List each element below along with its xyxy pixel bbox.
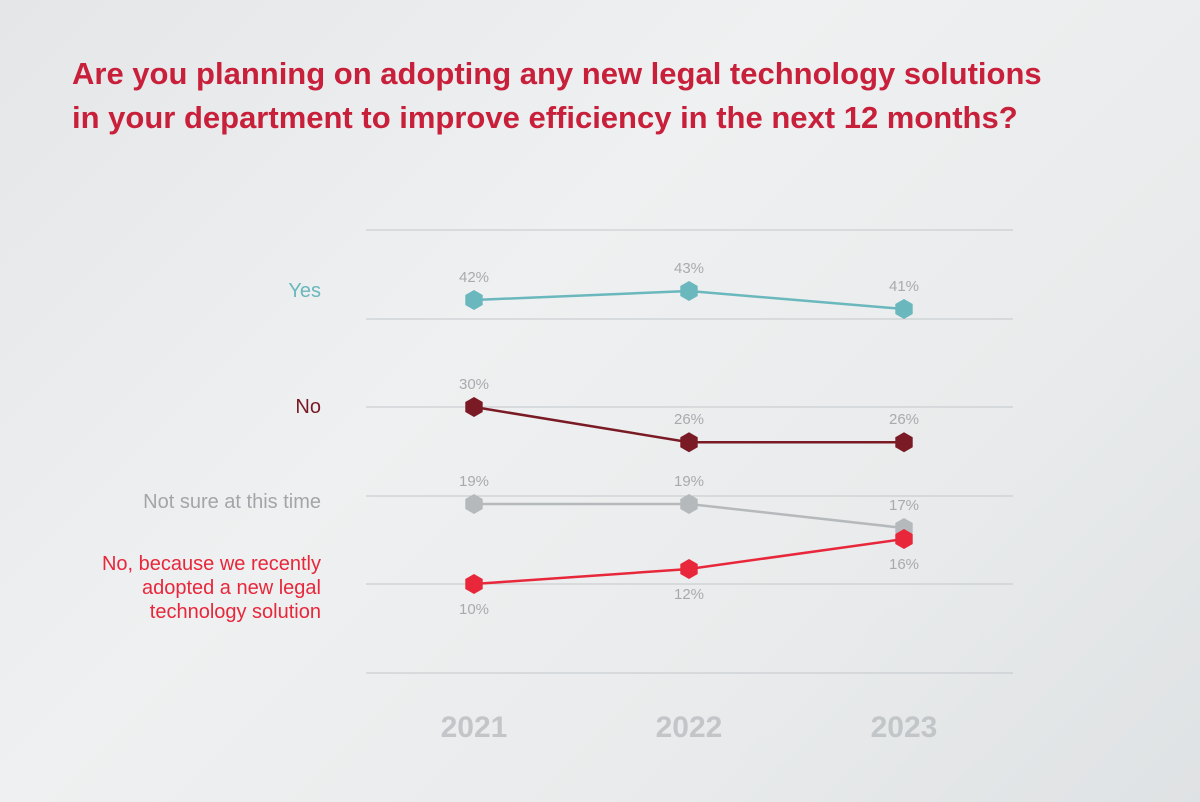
data-point-hexagon (465, 290, 483, 310)
data-point-hexagon (465, 397, 483, 417)
x-tick-label: 2023 (871, 711, 938, 744)
data-label: 43% (674, 260, 704, 277)
data-label: 12% (674, 586, 704, 603)
data-point-hexagon (680, 281, 698, 301)
data-label: 41% (889, 278, 919, 295)
data-label: 16% (889, 556, 919, 573)
data-point-hexagon (680, 432, 698, 453)
data-point-hexagon (895, 432, 913, 453)
legend-yes: Yes (288, 280, 321, 302)
data-point-hexagon (680, 494, 698, 514)
chart-title: Are you planning on adopting any new leg… (72, 56, 1042, 135)
data-label: 30% (459, 376, 489, 393)
data-label: 17% (889, 497, 919, 514)
legend-not-sure: Not sure at this time (143, 491, 321, 513)
data-point-hexagon (895, 299, 913, 319)
data-label: 19% (459, 473, 489, 490)
legend-no: No (295, 396, 321, 418)
x-tick-label: 2021 (441, 711, 508, 744)
data-point-hexagon (465, 494, 483, 514)
data-label: 26% (674, 411, 704, 428)
data-label: 42% (459, 269, 489, 286)
data-label: 26% (889, 411, 919, 428)
legend-recently-adopted: No, because we recently adopted a new le… (101, 553, 321, 623)
data-label: 19% (674, 473, 704, 490)
data-point-hexagon (680, 559, 698, 579)
x-tick-label: 2022 (656, 711, 723, 744)
data-point-hexagon (895, 529, 913, 549)
data-label: 10% (459, 601, 489, 618)
data-point-hexagon (465, 574, 483, 594)
